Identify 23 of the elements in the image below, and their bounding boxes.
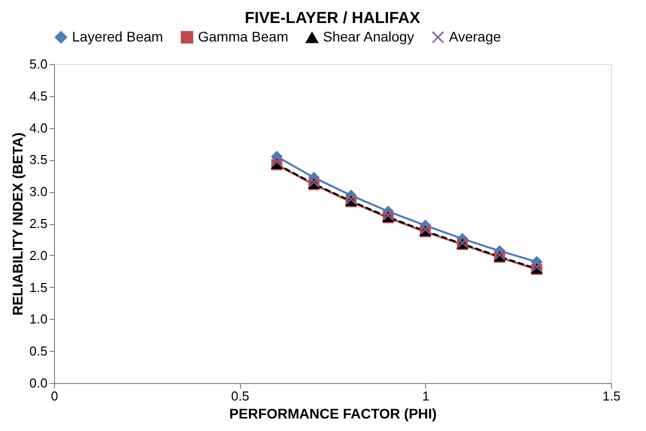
y-tick-label: 0.5	[29, 344, 48, 359]
chart-title: FIVE-LAYER / HALIFAX	[244, 10, 421, 27]
y-tick-label: 4.5	[29, 88, 48, 104]
x-tick-label: 0	[50, 388, 58, 404]
legend-label: Shear Analogy	[323, 28, 414, 45]
y-axis-title: RELIABILITY INDEX (BETA)	[9, 132, 26, 316]
y-tick-label: 3.5	[29, 152, 48, 168]
point	[271, 156, 282, 168]
x-tick-label: 0.5	[231, 388, 250, 404]
y-tick-label: 2.0	[29, 248, 48, 263]
y-tick-label: 0.0	[29, 376, 48, 390]
x-tick-label: 1.5	[602, 388, 621, 404]
y-tick-label: 4.0	[29, 120, 48, 136]
y-tick-label: 5.0	[29, 56, 48, 72]
y-tick-label: 2.5	[29, 216, 48, 231]
legend-label: Gamma Beam	[198, 28, 288, 44]
x-tick-label: 1	[422, 388, 430, 404]
legend-label: Average	[449, 28, 502, 44]
y-tick-label: 1.5	[29, 280, 48, 295]
legend-label: Layered Beam	[72, 28, 164, 44]
y-tick-label: 3.0	[29, 184, 48, 200]
x-axis-title: PERFORMANCE FACTOR (PHI)	[229, 406, 437, 422]
y-tick-label: 1.0	[29, 312, 48, 327]
